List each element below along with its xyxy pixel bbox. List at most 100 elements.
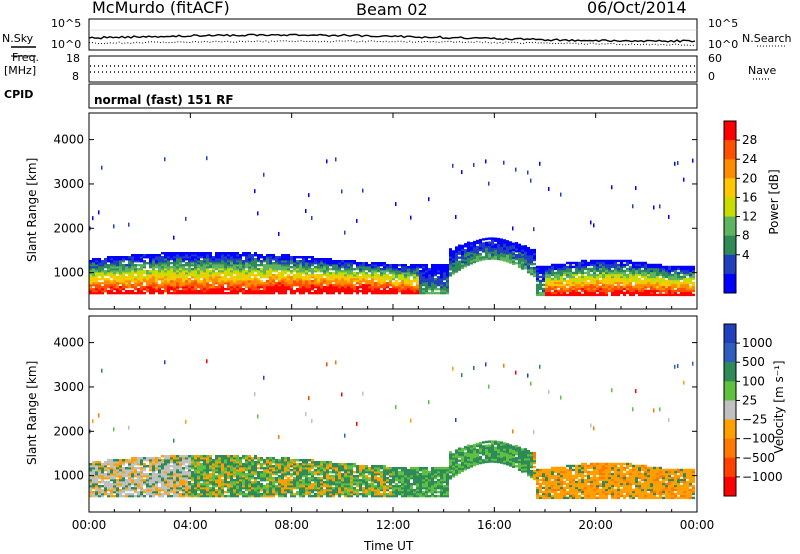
power-cell: [116, 285, 119, 289]
power-cell: [362, 269, 365, 273]
power-cell: [662, 287, 665, 291]
power-cell: [656, 275, 659, 279]
power-cell: [425, 277, 428, 281]
power-cell: [233, 275, 236, 279]
power-cell: [227, 260, 230, 263]
power-cell: [563, 279, 566, 283]
velocity-cell: [209, 492, 212, 496]
power-cell: [446, 275, 449, 279]
power-cell: [221, 260, 224, 263]
velocity-cell: [98, 413, 100, 418]
power-cell: [152, 256, 155, 259]
velocity-cell: [140, 468, 143, 472]
velocity-cell: [128, 425, 130, 430]
power-cell: [176, 289, 179, 293]
velocity-cell: [359, 486, 362, 490]
power-cell: [233, 271, 236, 275]
power-cell: [548, 186, 550, 191]
power-cell: [155, 279, 158, 283]
power-cell: [389, 275, 392, 279]
velocity-cell: [284, 461, 287, 464]
velocity-cell: [350, 474, 353, 478]
power-cell: [206, 256, 209, 259]
velocity-cell: [347, 472, 350, 476]
velocity-cell: [257, 484, 260, 488]
power-cell: [464, 263, 467, 266]
power-cell: [143, 275, 146, 279]
velocity-cell: [206, 476, 209, 480]
power-cell: [434, 279, 437, 283]
velocity-cell: [113, 474, 116, 478]
velocity-cell: [140, 476, 143, 480]
velocity-cell: [308, 466, 311, 470]
power-cell: [458, 260, 461, 263]
velocity-cell: [140, 474, 143, 478]
power-cell: [308, 287, 311, 291]
power-cell: [683, 279, 686, 283]
power-cell: [353, 287, 356, 291]
power-cell: [299, 261, 302, 265]
power-cell: [656, 285, 659, 289]
velocity-cell: [221, 492, 224, 496]
velocity-cell: [299, 478, 302, 482]
power-cell: [620, 291, 623, 295]
power-cell: [215, 273, 218, 277]
power-cell: [689, 273, 692, 277]
velocity-cell: [149, 494, 152, 498]
power-cell: [260, 273, 263, 277]
power-cell: [284, 263, 287, 267]
velocity-cell: [359, 472, 362, 476]
power-cell: [632, 287, 635, 291]
velocity-cell: [155, 486, 158, 490]
power-cell: [242, 283, 245, 287]
power-cell: [431, 265, 434, 269]
velocity-cell: [251, 482, 254, 486]
velocity-cell: [95, 461, 98, 464]
power-cell: [137, 260, 140, 263]
power-cell: [284, 283, 287, 287]
velocity-cell: [206, 470, 209, 474]
power-cell: [611, 261, 614, 265]
velocity-cell: [122, 470, 125, 474]
power-cell: [119, 273, 122, 277]
power-cell: [686, 277, 689, 281]
power-cell: [155, 285, 158, 289]
power-cell: [362, 275, 365, 279]
power-cell: [158, 285, 161, 289]
power-cell: [344, 260, 347, 263]
velocity-cell: [92, 470, 95, 474]
power-cell: [374, 285, 377, 289]
power-cell: [581, 267, 584, 271]
velocity-cell: [206, 482, 209, 486]
power-cell: [266, 279, 269, 283]
power-cell: [662, 283, 665, 287]
power-cell: [227, 283, 230, 287]
velocity-cell: [179, 482, 182, 486]
power-cell: [395, 283, 398, 287]
power-cell: [95, 258, 98, 261]
velocity-cell: [194, 492, 197, 496]
velocity-cell: [311, 472, 314, 476]
velocity-cell: [245, 468, 248, 472]
power-cell: [605, 293, 608, 297]
velocity-cell: [281, 464, 284, 468]
power-cell: [152, 283, 155, 287]
power-cell: [521, 261, 524, 264]
power-cell: [245, 271, 248, 275]
power-cell: [569, 275, 572, 279]
power-cell: [653, 273, 656, 277]
power-cell: [227, 256, 230, 259]
power-cell: [683, 275, 686, 279]
power-cell: [650, 265, 653, 269]
power-cell: [626, 261, 629, 265]
velocity-cell: [203, 455, 206, 458]
velocity-cell: [293, 472, 296, 476]
velocity-cell: [191, 484, 194, 488]
velocity-cell: [368, 492, 371, 496]
power-cell: [539, 283, 542, 287]
power-cell: [218, 289, 221, 293]
power-cell: [323, 263, 326, 267]
power-cell: [152, 271, 155, 275]
velocity-cell: [329, 474, 332, 478]
velocity-cell: [182, 463, 185, 466]
